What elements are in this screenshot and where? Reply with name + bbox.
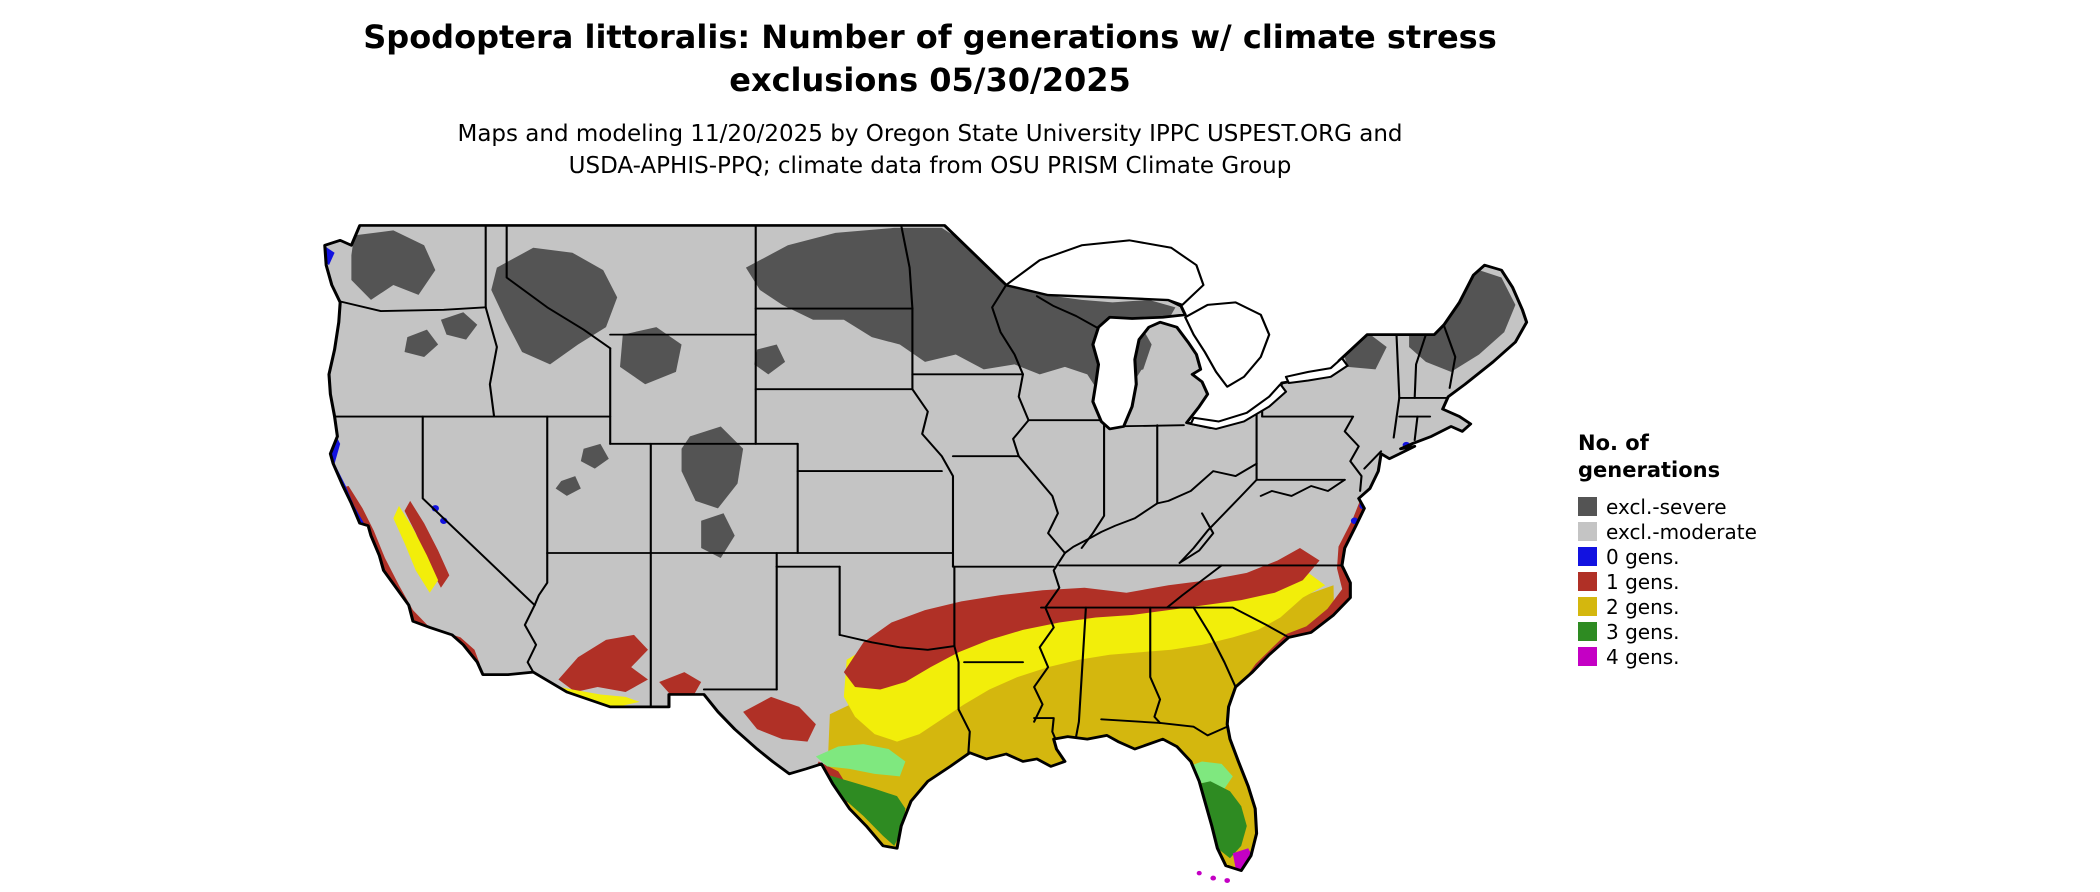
legend-label: excl.-moderate bbox=[1606, 519, 1757, 544]
legend-label: 3 gens. bbox=[1606, 619, 1680, 644]
legend-swatch bbox=[1578, 572, 1597, 591]
legend-label: 4 gens. bbox=[1606, 644, 1680, 669]
legend-swatch bbox=[1578, 497, 1597, 516]
map-subtitle-line2: USDA-APHIS-PPQ; climate data from OSU PR… bbox=[568, 153, 1292, 179]
legend-item: 3 gens. bbox=[1578, 619, 1757, 644]
legend-title-line2: generations bbox=[1578, 458, 1721, 482]
legend-entries: excl.-severe excl.-moderate 0 gens. 1 gens.… bbox=[1578, 494, 1757, 669]
legend-swatch bbox=[1578, 522, 1597, 541]
legend-swatch bbox=[1578, 597, 1597, 616]
legend-swatch bbox=[1578, 622, 1597, 641]
legend-item: 0 gens. bbox=[1578, 544, 1757, 569]
map-subtitle-line1: Maps and modeling 11/20/2025 by Oregon S… bbox=[457, 121, 1403, 147]
legend-swatch bbox=[1578, 647, 1597, 666]
us-map bbox=[323, 224, 1529, 884]
legend-item: 2 gens. bbox=[1578, 594, 1757, 619]
title-block: Spodoptera littoralis: Number of generat… bbox=[290, 16, 1570, 182]
legend-item: excl.-severe bbox=[1578, 494, 1757, 519]
map-title-line1: Spodoptera littoralis: Number of generat… bbox=[363, 18, 1497, 56]
legend-item: excl.-moderate bbox=[1578, 519, 1757, 544]
legend: No. of generations excl.-severe excl.-mod… bbox=[1578, 430, 1757, 669]
legend-swatch bbox=[1578, 547, 1597, 566]
legend-item: 4 gens. bbox=[1578, 644, 1757, 669]
legend-item: 1 gens. bbox=[1578, 569, 1757, 594]
legend-label: 0 gens. bbox=[1606, 544, 1680, 569]
legend-label: excl.-severe bbox=[1606, 494, 1727, 519]
map-title-line2: exclusions 05/30/2025 bbox=[729, 61, 1131, 99]
legend-title-line1: No. of bbox=[1578, 431, 1649, 455]
legend-label: 1 gens. bbox=[1606, 569, 1680, 594]
legend-label: 2 gens. bbox=[1606, 594, 1680, 619]
